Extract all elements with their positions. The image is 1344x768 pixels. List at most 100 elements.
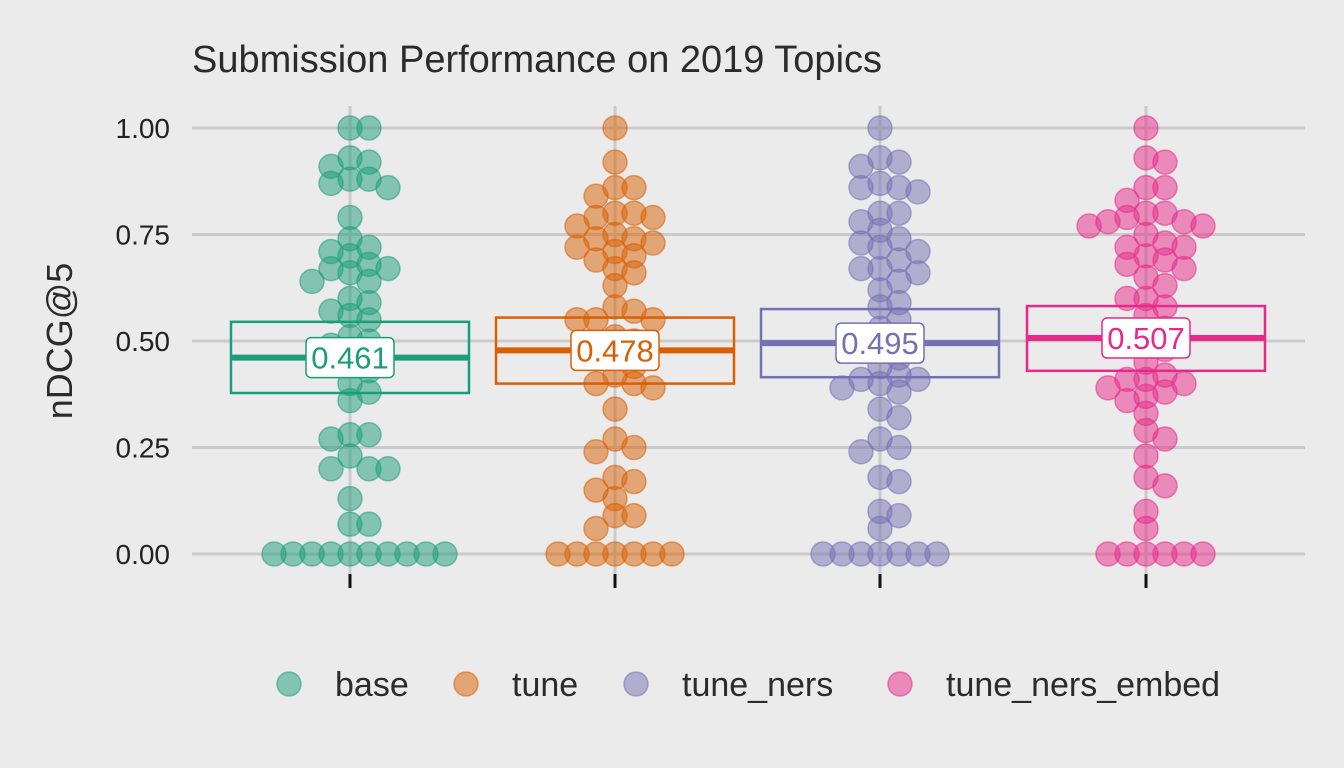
point-tune	[621, 260, 647, 286]
point-base	[337, 485, 363, 512]
median-label-tune: 0.478	[576, 333, 654, 368]
median-label-box-tune_ners	[835, 322, 925, 364]
legend-label-tune_ners_embed: tune_ners_embed	[946, 666, 1220, 704]
point-tune_ners_embed	[1152, 149, 1178, 175]
median-label-box-tune_ners_embed	[1101, 317, 1191, 359]
point-base	[375, 174, 401, 201]
median-label-box-base	[305, 336, 395, 379]
y-tick-label: 0.75	[116, 220, 171, 251]
point-tune_ners	[886, 149, 912, 175]
point-tune	[602, 396, 628, 422]
y-tick-label: 0.25	[116, 433, 171, 464]
x-axis-ticks	[348, 574, 1148, 588]
point-tune_ners	[905, 179, 931, 205]
point-tune_ners_embed	[1133, 115, 1159, 141]
point-tune	[602, 272, 628, 299]
point-tune_ners	[886, 404, 912, 431]
legend-swatch-tune_ners_embed	[887, 671, 913, 697]
point-base	[318, 456, 344, 482]
chart-title: Submission Performance on 2019 Topics	[192, 39, 882, 81]
point-tune_ners_embed	[1114, 285, 1140, 312]
median-label-tune_ners: 0.495	[841, 326, 919, 361]
legend-swatch-base	[276, 671, 302, 697]
point-tune	[564, 306, 590, 333]
point-tune	[621, 502, 647, 529]
y-tick-label: 1.00	[116, 113, 171, 144]
point-tune	[640, 204, 666, 231]
point-tune	[583, 439, 609, 465]
legend-label-base: base	[335, 666, 409, 704]
point-base	[375, 456, 401, 482]
point-tune	[583, 515, 609, 542]
point-tune_ners_embed	[1095, 541, 1121, 567]
point-tune	[564, 234, 590, 261]
median-label-base: 0.461	[311, 341, 389, 376]
point-layer	[261, 115, 1216, 567]
point-tune	[659, 541, 685, 567]
point-base	[261, 541, 287, 567]
point-tune_ners_embed	[1171, 255, 1197, 282]
point-tune_ners_embed	[1133, 443, 1159, 469]
point-tune_ners	[905, 366, 931, 393]
legend: base tune tune_ners tune_ners_embed	[276, 666, 1220, 704]
point-base	[318, 426, 344, 452]
point-tune_ners	[886, 502, 912, 529]
point-base	[337, 443, 363, 469]
legend-label-tune_ners: tune_ners	[682, 666, 833, 704]
point-tune	[640, 230, 666, 256]
point-tune	[602, 115, 628, 141]
point-tune_ners	[848, 255, 874, 282]
point-base	[432, 541, 458, 567]
point-tune	[583, 183, 609, 209]
point-base	[356, 421, 382, 448]
point-base	[356, 511, 382, 537]
point-base	[337, 204, 363, 231]
point-tune_ners_embed	[1076, 213, 1102, 239]
y-tick-label: 0.50	[116, 326, 171, 357]
point-tune_ners	[924, 541, 950, 567]
point-base	[375, 255, 401, 282]
point-base	[356, 306, 382, 333]
y-tick-label: 0.00	[116, 539, 171, 570]
point-tune_ners_embed	[1152, 174, 1178, 201]
point-tune_ners	[867, 115, 893, 141]
point-tune	[621, 174, 647, 201]
legend-swatch-tune_ners	[623, 671, 649, 697]
legend-swatch-tune	[453, 671, 479, 697]
point-base	[299, 268, 325, 295]
point-tune_ners	[886, 379, 912, 405]
point-tune	[602, 149, 628, 175]
point-tune	[545, 541, 571, 567]
point-tune_ners_embed	[1152, 426, 1178, 452]
point-tune_ners_embed	[1095, 375, 1121, 401]
y-axis-ticks: 0.00 0.25 0.50 0.75 1.00	[116, 113, 171, 570]
median-label-box-tune	[570, 329, 660, 372]
point-tune	[621, 468, 647, 495]
point-tune_ners_embed	[1133, 515, 1159, 542]
point-base	[318, 170, 344, 197]
point-base	[337, 387, 363, 414]
point-tune_ners_embed	[1114, 387, 1140, 414]
legend-label-tune: tune	[512, 666, 578, 704]
point-tune_ners	[886, 200, 912, 226]
point-base	[356, 268, 382, 295]
point-tune_ners_embed	[1114, 251, 1140, 278]
point-tune_ners	[867, 515, 893, 542]
point-tune_ners_embed	[1190, 213, 1216, 239]
point-tune_ners	[829, 375, 855, 401]
point-tune_ners	[886, 434, 912, 461]
point-tune	[583, 370, 609, 397]
median-label-layer: 0.461 0.478 0.495 0.507	[305, 317, 1191, 379]
point-tune_ners	[848, 153, 874, 180]
point-tune_ners	[810, 541, 836, 567]
point-base	[356, 115, 382, 141]
point-tune_ners_embed	[1190, 541, 1216, 567]
point-tune_ners_embed	[1152, 473, 1178, 499]
point-tune	[640, 375, 666, 401]
point-tune	[621, 434, 647, 461]
point-tune	[640, 306, 666, 333]
y-axis-title: nDCG@5	[39, 263, 80, 420]
median-label-tune_ners_embed: 0.507	[1107, 321, 1185, 356]
point-tune_ners	[886, 468, 912, 495]
